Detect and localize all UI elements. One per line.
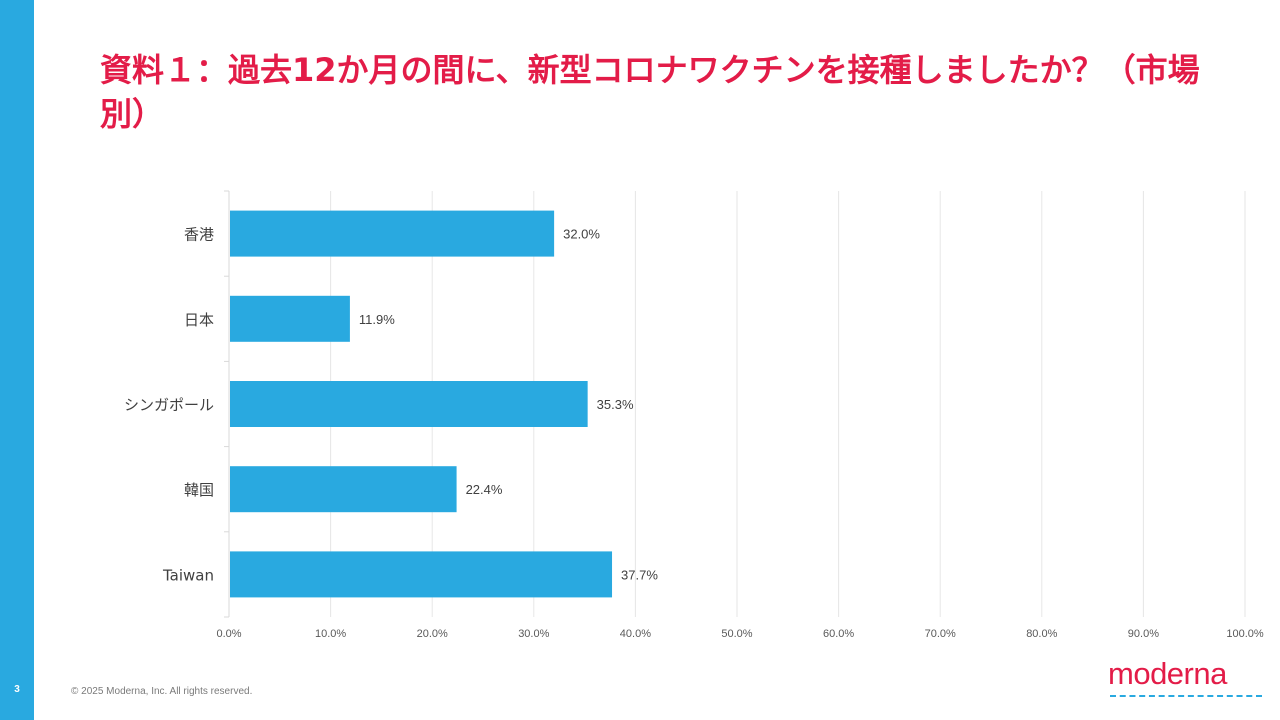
bar xyxy=(230,551,613,598)
page-number: 3 xyxy=(14,684,20,695)
moderna-logo: moderna xyxy=(1108,656,1268,702)
data-label: 35.3% xyxy=(597,397,634,412)
category-label: 韓国 xyxy=(184,481,214,499)
category-label: 日本 xyxy=(184,311,214,329)
bar xyxy=(230,381,588,427)
category-label: シンガポール xyxy=(124,396,214,414)
x-tick-label: 70.0% xyxy=(925,628,956,640)
x-tick-label: 60.0% xyxy=(823,628,854,640)
slide-title: 資料１：過去12か月の間に、新型コロナワクチンを接種しましたか？（市場別） xyxy=(100,51,1200,133)
data-label: 22.4% xyxy=(466,482,503,497)
data-label: 37.7% xyxy=(621,567,658,582)
bar xyxy=(230,295,350,342)
category-label: Taiwan xyxy=(162,566,214,584)
bar xyxy=(230,210,555,257)
copyright-footer: © 2025 Moderna, Inc. All rights reserved… xyxy=(71,686,253,697)
data-label: 11.9% xyxy=(359,312,395,327)
x-tick-label: 40.0% xyxy=(620,628,651,640)
bar xyxy=(230,466,457,513)
x-tick-label: 20.0% xyxy=(417,628,448,640)
logo-dashed-underline xyxy=(1110,695,1262,697)
accent-sidebar xyxy=(0,0,34,720)
x-tick-label: 50.0% xyxy=(721,628,752,640)
logo-wordmark: moderna xyxy=(1108,656,1227,691)
x-tick-label: 80.0% xyxy=(1026,628,1057,640)
x-tick-label: 90.0% xyxy=(1128,628,1159,640)
category-label: 香港 xyxy=(184,226,214,244)
x-tick-label: 10.0% xyxy=(315,628,346,640)
x-tick-label: 100.0% xyxy=(1226,628,1264,640)
x-tick-label: 0.0% xyxy=(216,628,241,640)
data-label: 32.0% xyxy=(563,227,600,242)
x-tick-label: 30.0% xyxy=(518,628,549,640)
